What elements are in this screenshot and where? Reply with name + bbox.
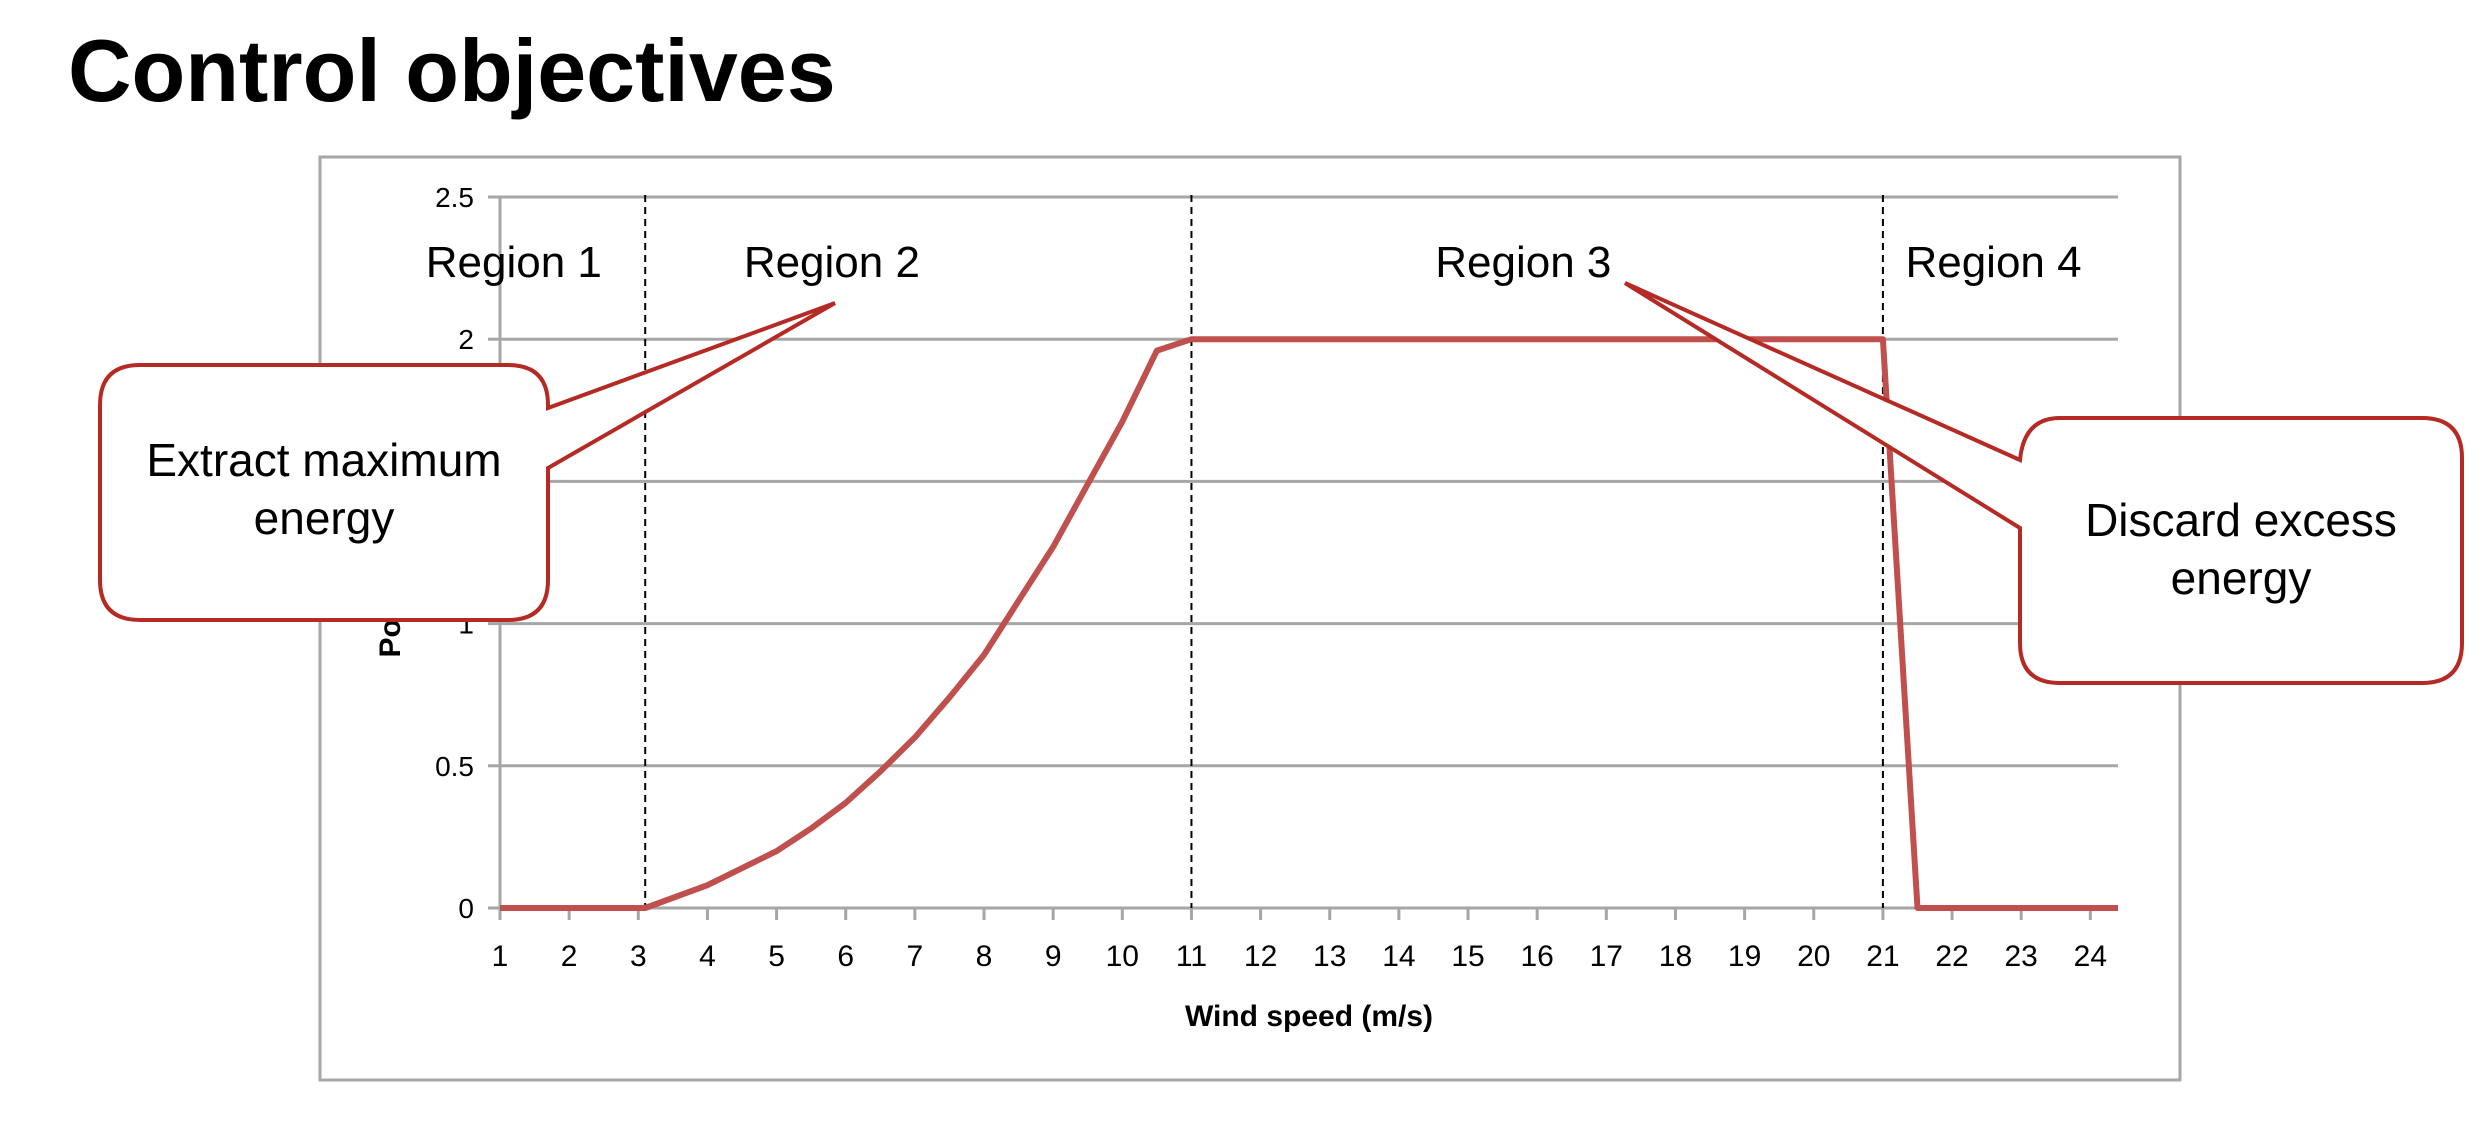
x-tick-label: 4 [699,940,716,973]
callout-extract-line-1: Extract maximum [146,434,502,486]
chart-frame [318,155,2182,1082]
x-tick-label: 5 [768,940,785,973]
region-label-1: Region 1 [426,238,602,287]
callout-discard-text: Discard excess energy [2020,492,2462,607]
x-tick-label: 9 [1045,940,1062,973]
y-tick-label: 2.5 [435,182,474,213]
callout-extract-shape [98,301,836,622]
x-tick-label: 10 [1106,940,1139,973]
x-tick-label: 19 [1728,940,1761,973]
x-tick-label: 18 [1659,940,1692,973]
x-tick-label: 3 [630,940,647,973]
callout-discard-line-1: Discard excess [2085,494,2397,546]
x-tick-label: 14 [1382,940,1415,973]
x-tick-label: 15 [1451,940,1484,973]
callout-extract-text: Extract maximum energy [100,432,548,547]
x-tick-label: 13 [1313,940,1346,973]
callout-extract-line-2: energy [253,491,395,544]
x-tick-label: 16 [1520,940,1553,973]
x-tick-label: 7 [907,940,924,973]
x-tick-label: 24 [2074,940,2107,973]
x-tick-label: 22 [1935,940,1968,973]
x-tick-label: 12 [1244,940,1277,973]
callout-discard-shape [1623,281,2464,685]
region-label-3: Region 3 [1435,238,1611,287]
x-axis-ticks: 1 2 3 4 5 6 7 8 9 10 11 12 13 14 15 16 17 18 19 20 21 22 23 24 [492,908,2107,973]
x-axis-label: Wind speed (m/s) [1185,1000,1433,1033]
x-tick-label: 20 [1797,940,1830,973]
y-tick-label: 2 [458,324,474,355]
x-tick-label: 8 [976,940,993,973]
region-boundaries [644,195,1884,908]
x-tick-label: 21 [1866,940,1899,973]
x-tick-label: 6 [837,940,854,973]
x-tick-label: 23 [2005,940,2038,973]
x-tick-label: 1 [492,940,509,973]
slide-title: Control objectives [68,21,836,120]
x-tick-label: 2 [561,940,578,973]
region-labels: Region 1 Region 2 Region 3 Region 4 [426,238,2082,287]
y-tick-label: 0 [458,893,474,924]
y-tick-label: 0.5 [435,751,474,782]
region-label-4: Region 4 [1905,238,2081,287]
region-label-2: Region 2 [744,238,920,287]
x-tick-label: 17 [1590,940,1623,973]
callout-discard-line-2: energy [2170,551,2312,604]
series-line-power [500,336,2118,911]
x-tick-label: 11 [1176,940,1207,973]
